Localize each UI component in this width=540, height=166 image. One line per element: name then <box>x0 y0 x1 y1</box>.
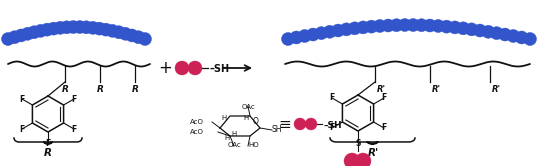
Circle shape <box>423 19 436 32</box>
Text: R': R' <box>377 85 386 94</box>
Circle shape <box>356 21 369 34</box>
Text: H: H <box>225 135 230 141</box>
Text: S: S <box>355 138 361 148</box>
Circle shape <box>448 21 461 34</box>
Circle shape <box>99 23 112 36</box>
Circle shape <box>132 31 145 44</box>
Circle shape <box>440 20 453 33</box>
Circle shape <box>390 19 403 32</box>
Circle shape <box>40 23 53 36</box>
Circle shape <box>315 27 328 40</box>
Text: R': R' <box>432 85 441 94</box>
Circle shape <box>86 21 99 34</box>
Text: F: F <box>381 93 387 102</box>
Circle shape <box>474 24 487 37</box>
Circle shape <box>382 19 395 32</box>
Circle shape <box>175 61 189 75</box>
Circle shape <box>60 21 73 34</box>
Circle shape <box>340 23 353 36</box>
Text: AcO: AcO <box>190 129 204 135</box>
Circle shape <box>365 20 378 33</box>
Circle shape <box>294 118 306 130</box>
Text: R': R' <box>492 85 501 94</box>
Circle shape <box>34 24 47 37</box>
Circle shape <box>28 26 40 39</box>
Circle shape <box>431 19 445 33</box>
Text: F: F <box>71 94 77 103</box>
Text: R: R <box>97 85 104 94</box>
Circle shape <box>47 22 60 35</box>
Text: H: H <box>231 131 237 137</box>
Text: H: H <box>244 115 248 121</box>
Circle shape <box>106 24 119 37</box>
Circle shape <box>281 33 294 45</box>
Circle shape <box>507 30 520 42</box>
Circle shape <box>498 28 511 41</box>
Circle shape <box>8 31 21 44</box>
Circle shape <box>53 21 67 34</box>
Circle shape <box>482 25 495 38</box>
Circle shape <box>119 27 132 40</box>
Text: F: F <box>19 124 25 133</box>
Circle shape <box>490 27 503 40</box>
Text: O: O <box>253 118 259 126</box>
Circle shape <box>457 22 470 35</box>
Circle shape <box>350 165 366 166</box>
Circle shape <box>373 19 386 33</box>
Circle shape <box>305 118 317 130</box>
Circle shape <box>298 30 311 42</box>
Circle shape <box>344 153 360 166</box>
Text: F: F <box>329 93 335 102</box>
Text: HO: HO <box>248 142 259 148</box>
Circle shape <box>332 24 345 37</box>
Text: ≡: ≡ <box>279 117 292 131</box>
Text: AcO: AcO <box>190 119 204 125</box>
Text: F: F <box>19 94 25 103</box>
Text: –SH: –SH <box>323 121 342 129</box>
Text: F: F <box>71 124 77 133</box>
Text: R': R' <box>367 148 379 158</box>
Circle shape <box>21 27 34 40</box>
Circle shape <box>67 21 80 34</box>
Circle shape <box>2 33 15 45</box>
Circle shape <box>73 21 86 34</box>
Circle shape <box>523 33 537 45</box>
Circle shape <box>415 19 428 32</box>
Circle shape <box>323 25 336 38</box>
Circle shape <box>93 22 106 35</box>
Text: +: + <box>158 59 172 77</box>
Text: F: F <box>381 124 387 132</box>
Text: –SH: –SH <box>209 64 229 74</box>
Circle shape <box>399 19 411 32</box>
Circle shape <box>188 61 202 75</box>
Circle shape <box>407 19 420 32</box>
Circle shape <box>125 29 138 42</box>
Circle shape <box>348 22 361 35</box>
Text: R: R <box>132 85 138 94</box>
Circle shape <box>307 28 320 41</box>
Circle shape <box>355 153 371 166</box>
Text: SH: SH <box>272 125 282 134</box>
Circle shape <box>515 31 528 44</box>
Text: H: H <box>221 115 227 121</box>
Circle shape <box>290 31 303 44</box>
Text: F: F <box>329 124 335 132</box>
Circle shape <box>15 29 28 42</box>
Circle shape <box>80 21 93 34</box>
Text: OAc: OAc <box>227 142 241 148</box>
Text: R: R <box>62 85 69 94</box>
Circle shape <box>138 33 152 45</box>
Circle shape <box>465 23 478 36</box>
Text: OAc: OAc <box>241 104 255 110</box>
Text: R: R <box>44 148 52 158</box>
Circle shape <box>112 26 125 39</box>
Text: F: F <box>45 139 51 149</box>
